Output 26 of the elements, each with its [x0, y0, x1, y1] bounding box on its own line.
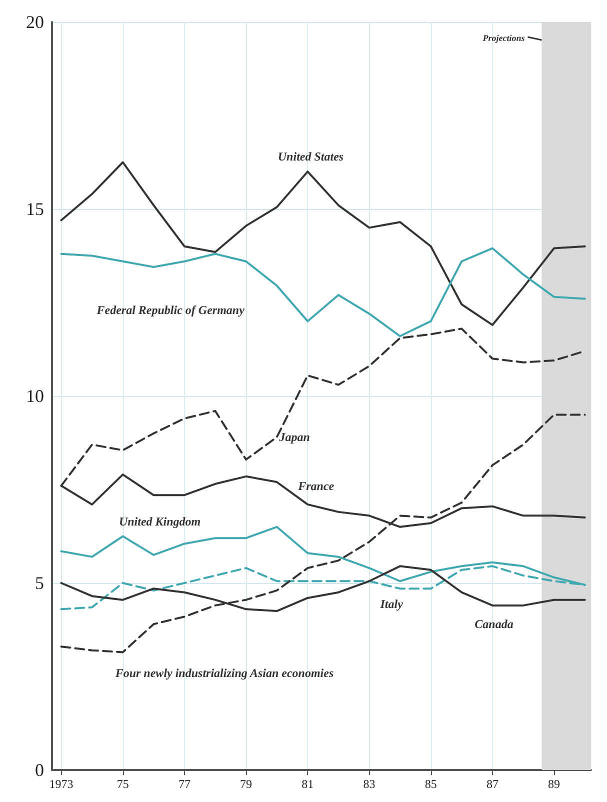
- x-tick-label: 77: [178, 777, 190, 791]
- x-tick-label: 81: [302, 777, 314, 791]
- x-tick-label: 87: [486, 777, 498, 791]
- y-tick-label: 0: [35, 760, 44, 780]
- line-series: [60, 414, 586, 654]
- line-series: [60, 161, 586, 326]
- x-tick-label: 89: [548, 777, 560, 791]
- y-tick-label: 15: [26, 199, 44, 219]
- series-label: United Kingdom: [118, 514, 201, 529]
- text: Federal Republic of Germany: [96, 302, 246, 317]
- series-label: United States: [278, 150, 344, 164]
- series-label: Four newly industrializing Asian economies: [114, 666, 334, 680]
- x-tick-label: 83: [363, 777, 376, 791]
- series-label: Japan: [278, 430, 310, 444]
- line-series: [60, 247, 586, 338]
- y-tick-label: 5: [35, 573, 44, 593]
- x-tick-label: 79: [240, 777, 252, 791]
- series-label: France: [297, 478, 335, 493]
- x-tick-label: 1973: [49, 777, 74, 791]
- series-label: Italy: [379, 596, 404, 611]
- x-tick-label: 85: [424, 777, 437, 791]
- y-tick-label: 10: [26, 386, 44, 406]
- x-tick-label: 75: [116, 777, 129, 791]
- y-tick-label: 20: [26, 12, 44, 32]
- band-label: Projections: [482, 33, 526, 43]
- series-label: Canada: [474, 617, 514, 632]
